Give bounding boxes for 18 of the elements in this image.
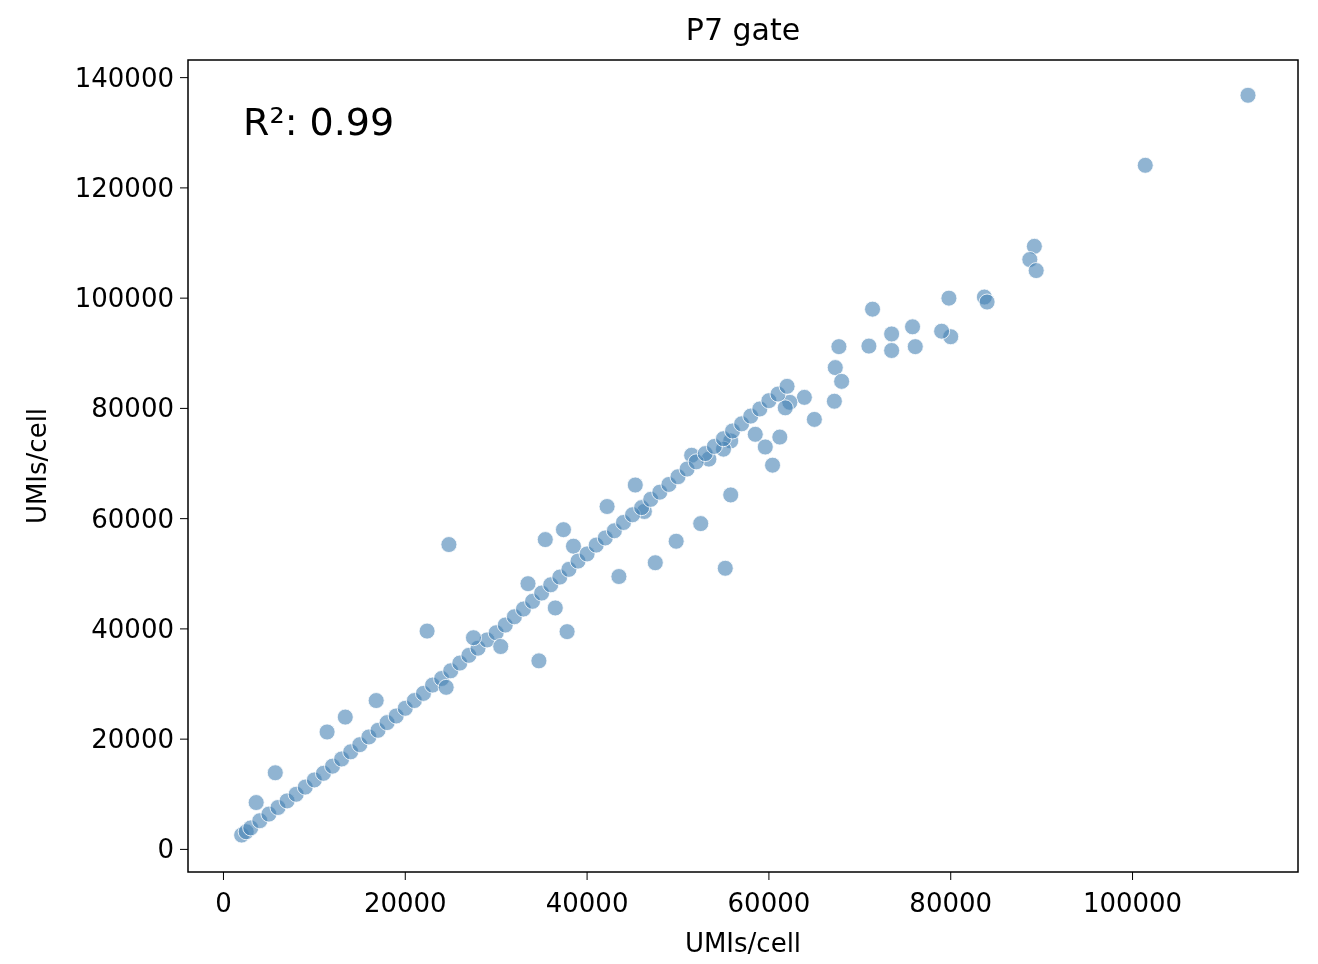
chart-title: P7 gate [685,12,801,47]
y-tick-label: 100000 [74,283,174,314]
x-tick-label: 40000 [545,888,629,918]
y-tick-label: 60000 [91,503,174,534]
x-tick-label: 60000 [727,888,811,918]
x-tick-label: 0 [215,888,232,918]
x-tick-label: 80000 [909,888,993,918]
y-tick-label: 0 [157,834,174,865]
x-tick-label: 100000 [1082,888,1183,918]
y-tick-label: 40000 [91,613,174,644]
annotation: R²: 0.99 [243,100,395,144]
y-tick-label: 20000 [91,724,174,755]
x-axis-title: UMIs/cell [684,928,802,958]
y-axis-title: UMIs/cell [22,407,52,525]
y-tick-label: 140000 [74,62,174,93]
y-tick-label: 80000 [91,393,174,424]
y-tick-label: 120000 [74,172,174,203]
x-tick-label: 20000 [363,888,447,918]
